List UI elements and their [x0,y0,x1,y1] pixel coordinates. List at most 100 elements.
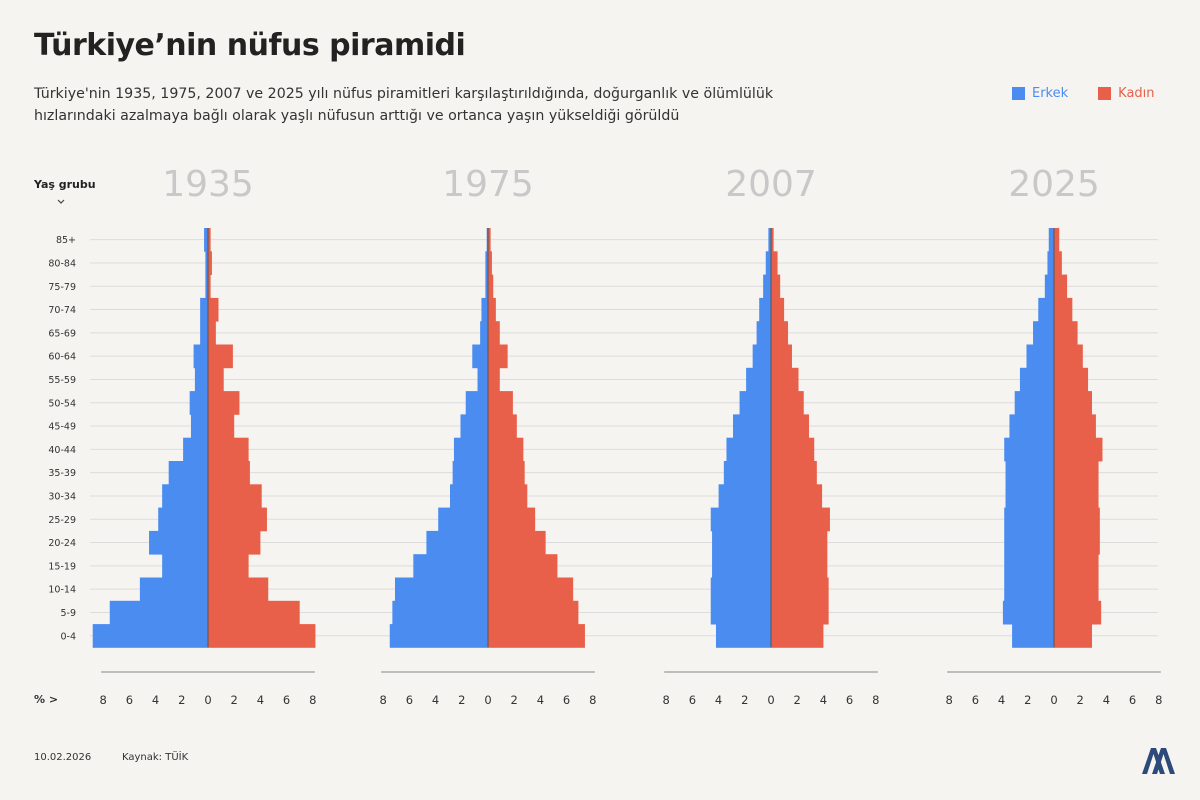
bar-female-1975-50-54 [488,391,513,415]
bar-male-1935-10-14 [139,577,208,602]
bar-male-1935-85+ [204,228,208,252]
age-label-70-74: 70-74 [48,305,76,316]
bar-male-2007-5-9 [710,600,771,625]
bar-female-2025-80-84 [1054,251,1062,275]
subtitle-line-2: hızlarındaki azalmaya bağlı olarak yaşlı… [34,108,680,124]
bar-male-2025-10-14 [1004,577,1054,602]
bar-female-2007-10-14 [771,577,829,602]
x-tick-2025-4: 0 [1050,693,1057,707]
bar-male-2007-75-79 [763,274,771,299]
bar-female-1975-60-64 [488,344,508,369]
bar-female-2007-40-44 [771,437,815,462]
bar-male-2025-60-64 [1026,344,1054,369]
bar-female-2025-40-44 [1054,437,1103,462]
x-tick-1935-2: 4 [152,693,159,707]
bar-male-1975-30-34 [450,484,488,508]
bar-female-2007-15-19 [771,554,828,578]
bar-male-2025-20-24 [1004,530,1054,555]
bar-female-1975-70-74 [488,297,496,322]
x-tick-1935-6: 4 [257,693,264,707]
bar-male-1975-40-44 [453,437,488,462]
bar-male-2007-40-44 [726,437,771,462]
legend-label-female: Kadın [1118,86,1155,101]
age-label-20-24: 20-24 [48,538,76,549]
bar-female-2007-45-49 [771,414,809,439]
bar-female-2025-20-24 [1054,530,1100,555]
x-tick-1935-8: 8 [309,693,316,707]
x-tick-2007-6: 4 [820,693,827,707]
bar-female-1935-20-24 [208,530,261,555]
age-label-85+: 85+ [56,235,76,246]
bar-female-2007-30-34 [771,484,823,508]
x-tick-1935-7: 6 [283,693,290,707]
bar-male-1975-5-9 [392,600,488,625]
x-tick-1935-1: 6 [126,693,133,707]
bar-male-1975-10-14 [394,577,488,602]
bar-male-1935-65-69 [200,321,208,345]
subtitle-line-1: Türkiye'nin 1935, 1975, 2007 ve 2025 yıl… [34,86,774,102]
bar-male-1935-75-79 [205,274,208,299]
x-tick-1975-6: 4 [537,693,544,707]
bar-male-1975-85+ [486,228,488,252]
bar-male-1935-25-29 [158,507,208,532]
bar-female-1935-75-79 [208,274,211,299]
bar-male-1975-55-59 [477,367,488,392]
age-label-5-9: 5-9 [60,608,76,619]
age-label-65-69: 65-69 [48,328,76,339]
bar-female-2007-70-74 [771,297,785,322]
bar-male-1935-40-44 [183,437,208,462]
x-tick-2007-8: 8 [872,693,879,707]
bar-male-2007-55-59 [746,367,771,392]
bar-female-2007-60-64 [771,344,792,369]
x-tick-2007-1: 6 [689,693,696,707]
bar-female-1975-85+ [488,228,491,252]
bar-male-2007-60-64 [752,344,771,369]
bar-male-2025-75-79 [1044,274,1054,299]
bar-female-1975-5-9 [488,600,579,625]
x-tick-2025-0: 8 [946,693,953,707]
bar-male-2007-70-74 [759,297,771,322]
bar-male-2025-25-29 [1004,507,1054,532]
legend-item-male: Erkek [1012,86,1068,101]
bar-female-2025-75-79 [1054,274,1068,299]
x-tick-1975-1: 6 [406,693,413,707]
bar-female-1975-45-49 [488,414,517,439]
x-tick-1975-7: 6 [563,693,570,707]
x-tick-1975-5: 2 [511,693,518,707]
bar-female-1935-50-54 [208,391,240,415]
bar-male-2025-50-54 [1014,391,1054,415]
age-label-45-49: 45-49 [48,422,76,433]
x-tick-1975-4: 0 [484,693,491,707]
bar-female-1935-70-74 [208,297,219,322]
bar-female-2025-25-29 [1054,507,1100,532]
x-tick-2007-0: 8 [663,693,670,707]
bar-male-1975-65-69 [480,321,488,345]
bar-male-1975-35-39 [452,461,488,485]
bar-female-1935-30-34 [208,484,262,508]
bar-male-2007-15-19 [712,554,771,578]
x-tick-1935-4: 0 [204,693,211,707]
chevron-down-icon [57,199,65,204]
year-label-1935: 1935 [162,164,254,205]
legend-swatch-male [1012,87,1025,100]
bar-female-2025-50-54 [1054,391,1092,415]
bar-male-1935-70-74 [200,297,208,322]
bar-male-2025-80-84 [1047,251,1054,275]
bar-male-1975-80-84 [485,251,488,275]
bar-female-1935-25-29 [208,507,267,532]
bar-male-2025-70-74 [1038,297,1054,322]
x-tick-2025-7: 6 [1129,693,1136,707]
bar-male-1935-0-4 [92,624,208,648]
bar-female-1975-0-4 [488,624,585,648]
bar-female-2007-35-39 [771,461,817,485]
bar-female-2025-65-69 [1054,321,1078,345]
legend-swatch-female [1098,87,1112,100]
x-tick-2025-5: 2 [1077,693,1084,707]
bar-male-1935-30-34 [162,484,208,508]
bar-male-1935-20-24 [149,530,208,555]
bar-male-2007-35-39 [723,461,771,485]
bar-male-1975-25-29 [438,507,488,532]
bar-male-2025-15-19 [1004,554,1054,578]
bar-male-1975-75-79 [485,274,488,299]
